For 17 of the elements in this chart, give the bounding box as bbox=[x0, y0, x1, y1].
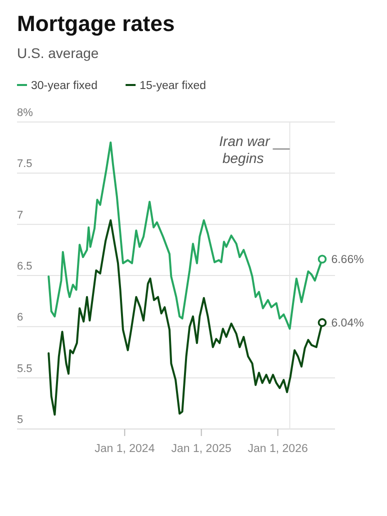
y-tick-label: 6.5 bbox=[17, 260, 32, 272]
y-tick-label: 8% bbox=[17, 107, 34, 119]
ref-line-label: Iran war begins bbox=[219, 133, 272, 166]
annotation: 6.66% bbox=[331, 254, 364, 266]
x-tick-label: Jan 1, 2026 bbox=[248, 443, 308, 455]
legend-label: 15-year fixed bbox=[140, 80, 206, 92]
x-tick-label: Jan 1, 2025 bbox=[171, 443, 232, 455]
annotation: 6.04% bbox=[331, 318, 364, 330]
y-tick-label: 7 bbox=[17, 209, 24, 222]
legend-label: 30-year fixed bbox=[31, 80, 98, 92]
y-tick-label: 6 bbox=[17, 312, 24, 324]
x-tick-label: Jan 1, 2024 bbox=[94, 443, 156, 455]
y-tick-label: 5.5 bbox=[17, 362, 32, 375]
y-tick-label: 5 bbox=[17, 414, 24, 426]
chart-subtitle: U.S. average bbox=[17, 45, 99, 61]
chart-title: Mortgage rates bbox=[17, 11, 175, 36]
y-tick-label: 7.5 bbox=[17, 158, 32, 170]
